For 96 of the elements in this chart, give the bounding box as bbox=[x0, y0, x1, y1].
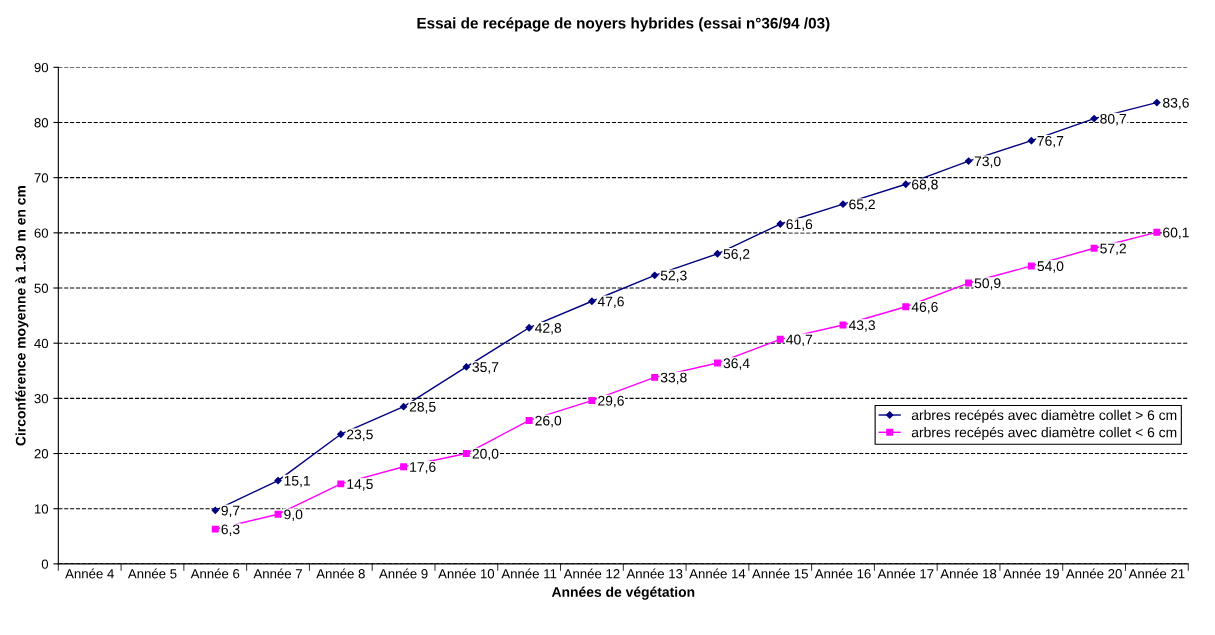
x-tick-label: Année 4 bbox=[65, 568, 114, 579]
data-label: 15,1 bbox=[284, 475, 310, 488]
data-label: 65,2 bbox=[849, 199, 875, 211]
point bbox=[1090, 244, 1098, 252]
data-label: 54,0 bbox=[1037, 261, 1064, 273]
y-tick-label: 50 bbox=[34, 283, 49, 293]
data-label: 9,0 bbox=[284, 509, 303, 521]
point bbox=[839, 200, 847, 208]
y-tick-label: 10 bbox=[34, 504, 49, 514]
data-label: 9,7 bbox=[221, 505, 240, 518]
point bbox=[1153, 228, 1161, 236]
data-label: 20,0 bbox=[472, 448, 499, 461]
legend-label: arbres recépés avec diamètre collet < 6 cm bbox=[911, 426, 1177, 441]
x-tick-label: Année 16 bbox=[814, 568, 871, 579]
point bbox=[713, 250, 722, 258]
data-label: 40,7 bbox=[786, 334, 813, 347]
data-label: 57,2 bbox=[1100, 243, 1126, 256]
legend-label: arbres recépés avec diamètre collet > 6 cm bbox=[911, 409, 1177, 423]
point bbox=[588, 397, 596, 405]
data-label: 73,0 bbox=[974, 156, 1001, 168]
x-tick-label: Année 6 bbox=[190, 568, 240, 579]
data-label: 43,3 bbox=[848, 320, 875, 332]
point bbox=[274, 476, 282, 485]
data-label: 26,0 bbox=[535, 415, 562, 428]
point bbox=[965, 279, 973, 287]
x-tick-label: Année 12 bbox=[563, 568, 620, 579]
x-tick-label: Année 21 bbox=[1128, 568, 1185, 579]
x-tick-label: Année 8 bbox=[316, 568, 365, 579]
y-tick-label: 20 bbox=[34, 449, 49, 459]
data-label: 47,6 bbox=[597, 296, 624, 309]
x-tick-label: Année 9 bbox=[379, 568, 428, 579]
point bbox=[211, 506, 219, 515]
point bbox=[1027, 262, 1035, 270]
x-tick-label: Année 13 bbox=[626, 568, 683, 579]
data-label: 17,6 bbox=[410, 462, 436, 474]
y-tick-label: 70 bbox=[34, 173, 49, 183]
data-label: 29,6 bbox=[598, 395, 624, 408]
y-tick-label: 90 bbox=[34, 62, 49, 73]
point bbox=[651, 271, 659, 279]
x-tick-label: Année 14 bbox=[689, 568, 746, 579]
x-tick-label: Année 10 bbox=[438, 568, 495, 579]
y-axis-title: Circonférence moyenne à 1.30 m en cm bbox=[15, 185, 29, 446]
data-label: 28,5 bbox=[409, 401, 436, 414]
x-tick-label: Année 18 bbox=[940, 568, 997, 579]
point bbox=[902, 180, 910, 188]
data-label: 68,8 bbox=[912, 179, 938, 192]
data-label: 6,3 bbox=[221, 524, 240, 536]
point bbox=[1027, 137, 1035, 145]
point bbox=[525, 416, 533, 424]
point bbox=[274, 510, 282, 518]
point bbox=[713, 359, 721, 367]
point bbox=[337, 430, 345, 438]
y-tick-label: 0 bbox=[41, 559, 49, 569]
data-label: 56,2 bbox=[723, 249, 750, 261]
point bbox=[400, 463, 408, 471]
point bbox=[1153, 98, 1161, 107]
y-tick-label: 40 bbox=[34, 338, 49, 349]
data-label: 33,8 bbox=[660, 372, 687, 385]
data-label: 60,1 bbox=[1163, 227, 1189, 240]
data-label: 83,6 bbox=[1163, 97, 1189, 110]
x-tick-label: Année 20 bbox=[1065, 568, 1122, 579]
data-label: 61,6 bbox=[786, 219, 813, 231]
data-label: 36,4 bbox=[723, 358, 750, 370]
data-label: 14,5 bbox=[347, 479, 373, 491]
data-label: 23,5 bbox=[347, 429, 373, 441]
point bbox=[964, 157, 973, 165]
point bbox=[588, 297, 596, 305]
x-axis-title: Années de végétation bbox=[551, 586, 695, 600]
point bbox=[462, 363, 470, 371]
data-label: 50,9 bbox=[974, 278, 1001, 290]
x-tick-label: Année 15 bbox=[752, 568, 808, 579]
x-tick-label: Année 7 bbox=[253, 568, 302, 579]
x-tick-label: Année 11 bbox=[501, 568, 557, 579]
point bbox=[525, 324, 533, 332]
point bbox=[399, 402, 408, 411]
point bbox=[337, 480, 345, 488]
point bbox=[462, 450, 470, 458]
y-tick-label: 60 bbox=[34, 228, 49, 238]
x-tick-label: Année 19 bbox=[1003, 568, 1059, 579]
data-label: 80,7 bbox=[1100, 113, 1126, 126]
point bbox=[651, 373, 659, 381]
data-label: 52,3 bbox=[660, 270, 687, 283]
point bbox=[776, 335, 784, 343]
x-tick-label: Année 17 bbox=[877, 568, 934, 579]
data-label: 42,8 bbox=[535, 323, 562, 335]
chart-title: Essai de recépage de noyers hybrides (essai n°36/94 /03) bbox=[417, 17, 830, 32]
y-tick-label: 80 bbox=[34, 118, 49, 128]
point bbox=[902, 303, 910, 311]
data-label: 76,7 bbox=[1037, 135, 1064, 148]
x-tick-label: Année 5 bbox=[127, 568, 177, 579]
point bbox=[211, 525, 219, 533]
y-tick-label: 30 bbox=[34, 393, 49, 404]
point bbox=[776, 220, 784, 228]
point bbox=[1090, 114, 1098, 123]
data-label: 35,7 bbox=[472, 362, 499, 374]
data-label: 46,6 bbox=[911, 302, 938, 314]
